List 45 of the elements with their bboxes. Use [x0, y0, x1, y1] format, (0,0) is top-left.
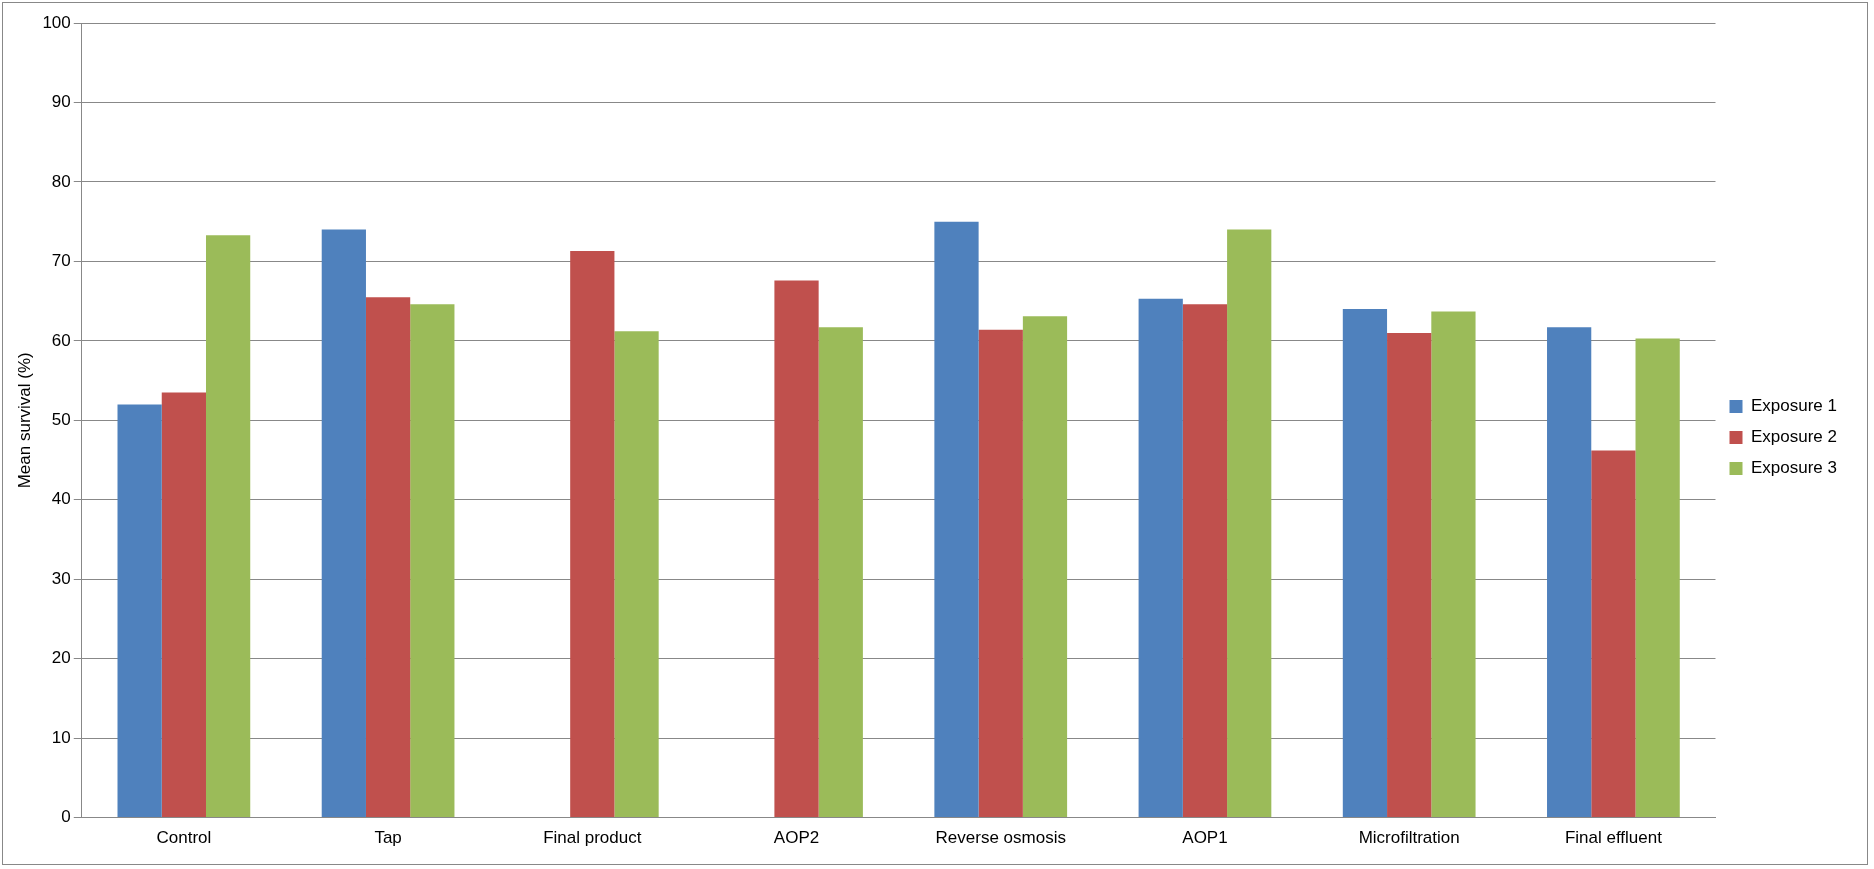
bar: [1138, 298, 1183, 818]
bar: [570, 251, 615, 818]
y-tick-label: 0: [61, 807, 71, 827]
x-tick-label: AOP1: [1182, 828, 1228, 848]
y-tick-label: 80: [51, 171, 71, 191]
bar: [818, 327, 863, 818]
bar: [1387, 332, 1432, 818]
bar: [321, 229, 366, 818]
x-tick-label: Final product: [543, 828, 642, 848]
y-tick-label: 50: [51, 409, 71, 429]
bar: [161, 392, 206, 818]
bar: [206, 235, 251, 818]
bar: [934, 221, 979, 818]
y-tick-label: 20: [51, 648, 71, 668]
x-tick-label: Tap: [374, 828, 402, 848]
bar: [1635, 338, 1680, 818]
bar: [1547, 327, 1592, 818]
bar: [614, 331, 659, 818]
bar: [1342, 309, 1388, 818]
bar: [410, 304, 455, 818]
y-tick-label: 70: [51, 251, 71, 271]
bar: [1431, 311, 1476, 818]
y-axis-title: Mean survival (%): [14, 352, 34, 489]
bar: [1227, 229, 1272, 818]
legend-label: Exposure 1: [1751, 396, 1837, 416]
x-tick-label: AOP2: [773, 828, 820, 848]
x-tick-label: Control: [156, 828, 212, 848]
bar: [1182, 304, 1228, 818]
legend-label: Exposure 2: [1751, 427, 1837, 447]
y-tick-label: 60: [51, 330, 71, 350]
x-tick-label: Reverse osmosis: [935, 828, 1066, 848]
y-tick-label: 10: [51, 727, 71, 747]
bar: [1591, 450, 1636, 818]
bar: [978, 329, 1023, 818]
y-tick-label: 40: [51, 489, 71, 509]
x-tick-label: Microfiltration: [1358, 828, 1460, 848]
x-tick-label: Final effluent: [1564, 828, 1663, 848]
legend-label: Exposure 3: [1751, 458, 1837, 478]
bar: [1022, 316, 1068, 818]
y-tick-label: 30: [51, 568, 71, 588]
y-tick-label: 90: [51, 92, 71, 112]
bar: [774, 280, 819, 818]
bar: [117, 404, 162, 818]
bar: [365, 297, 411, 818]
y-tick-label: 100: [42, 12, 71, 32]
